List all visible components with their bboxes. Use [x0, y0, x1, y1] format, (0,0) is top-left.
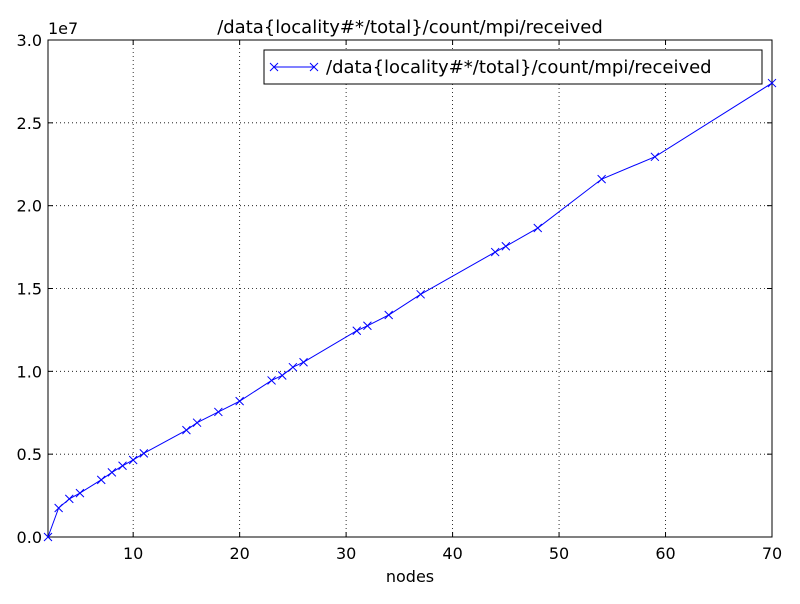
y-tick-label: 1.5 — [17, 280, 42, 299]
x-tick-label: 60 — [655, 544, 675, 563]
marker — [363, 321, 372, 331]
line — [47, 82, 773, 538]
marker — [75, 488, 85, 498]
marker — [235, 396, 245, 406]
marker — [107, 468, 117, 477]
x-tick-label: 20 — [229, 544, 249, 563]
legend-label: /data{locality#*/total}/count/mpi/receiv… — [326, 57, 712, 78]
x-tick-label: 50 — [549, 544, 569, 563]
marker — [416, 289, 426, 299]
y-tick-label: 0.0 — [17, 528, 42, 547]
plot-frame — [47, 39, 773, 538]
marker — [767, 78, 777, 88]
marker — [277, 371, 287, 380]
marker — [96, 475, 106, 485]
marker — [192, 418, 202, 428]
marker — [43, 532, 53, 542]
marker — [309, 62, 319, 72]
marker — [501, 241, 511, 251]
y-tick-label: 2.0 — [17, 197, 42, 216]
marker — [182, 425, 191, 435]
x-tick-label: 40 — [442, 544, 462, 563]
y-tick-label: 0.5 — [17, 445, 42, 464]
y-tick-label: 2.5 — [17, 114, 42, 133]
marker — [54, 503, 64, 513]
marker — [490, 247, 500, 257]
x-tick-label: 10 — [123, 544, 143, 563]
marker — [128, 455, 138, 465]
marker — [597, 174, 607, 184]
marker — [533, 223, 543, 233]
x-tick-label: 30 — [336, 544, 356, 563]
marker — [267, 376, 276, 385]
marker — [299, 357, 308, 367]
marker — [213, 407, 223, 417]
x-tick-label: 70 — [762, 544, 782, 563]
marker — [269, 62, 279, 72]
marker — [288, 362, 298, 372]
y-offset-label: 1e7 — [48, 19, 78, 38]
marker — [384, 310, 394, 320]
marker — [64, 494, 74, 504]
y-tick-label: 1.0 — [17, 362, 42, 381]
marker — [139, 448, 149, 458]
marker — [650, 152, 660, 162]
legend-box — [263, 49, 763, 85]
marker — [118, 461, 127, 471]
y-tick-label: 3.0 — [17, 31, 42, 50]
x-axis-label: nodes — [386, 567, 434, 586]
marker — [352, 326, 362, 336]
chart-title: /data{locality#*/total}/count/mpi/receiv… — [217, 17, 603, 38]
